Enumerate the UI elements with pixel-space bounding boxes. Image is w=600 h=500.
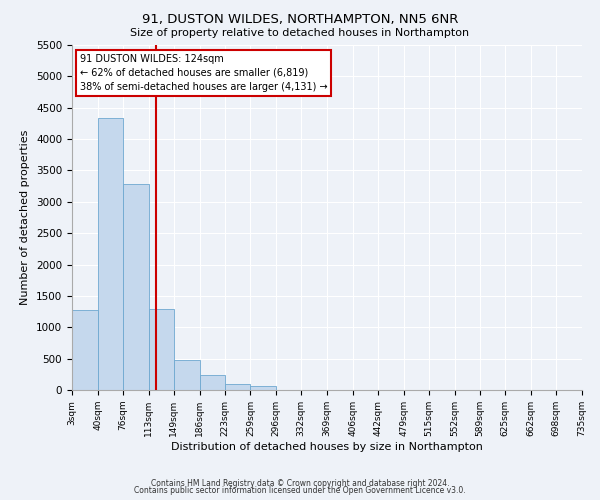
Y-axis label: Number of detached properties: Number of detached properties	[20, 130, 31, 305]
Text: Contains HM Land Registry data © Crown copyright and database right 2024.: Contains HM Land Registry data © Crown c…	[151, 478, 449, 488]
Bar	[98, 118, 123, 390]
Text: 91 DUSTON WILDES: 124sqm
← 62% of detached houses are smaller (6,819)
38% of sem: 91 DUSTON WILDES: 124sqm ← 62% of detach…	[80, 54, 327, 92]
Bar	[123, 184, 149, 390]
Bar	[225, 384, 250, 390]
Bar	[199, 375, 225, 390]
Bar	[174, 360, 199, 390]
Bar	[149, 309, 174, 390]
Text: Contains public sector information licensed under the Open Government Licence v3: Contains public sector information licen…	[134, 486, 466, 495]
Text: Size of property relative to detached houses in Northampton: Size of property relative to detached ho…	[130, 28, 470, 38]
X-axis label: Distribution of detached houses by size in Northampton: Distribution of detached houses by size …	[171, 442, 483, 452]
Bar	[72, 310, 98, 390]
Text: 91, DUSTON WILDES, NORTHAMPTON, NN5 6NR: 91, DUSTON WILDES, NORTHAMPTON, NN5 6NR	[142, 12, 458, 26]
Bar	[250, 386, 276, 390]
